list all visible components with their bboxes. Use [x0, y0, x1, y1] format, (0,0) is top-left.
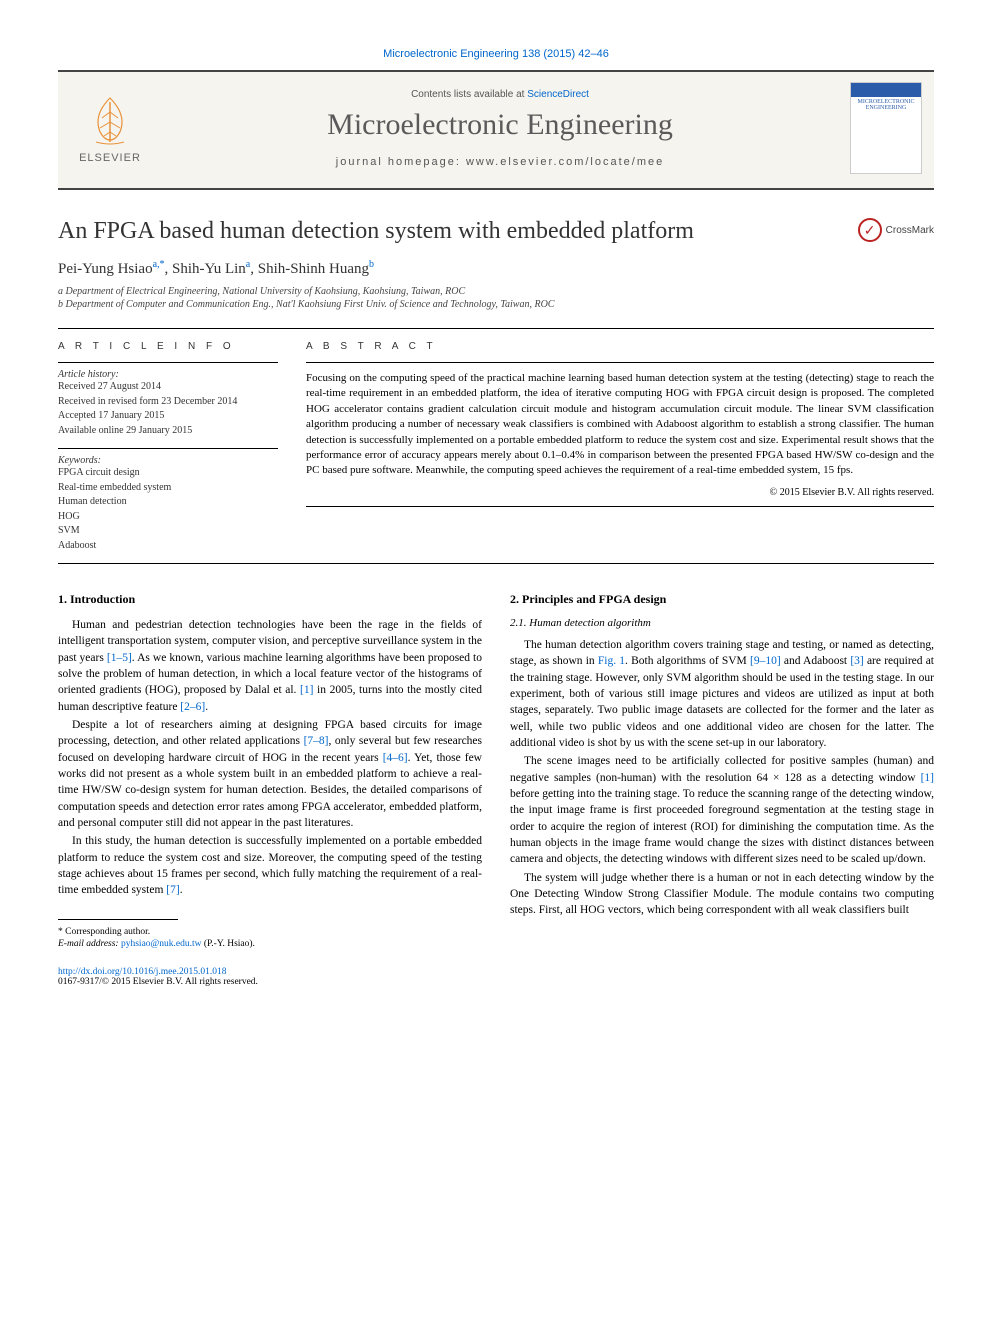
thumb-title: MICROELECTRONIC ENGINEERING — [851, 97, 921, 113]
author-1: Pei-Yung Hsiao — [58, 261, 153, 277]
email-label: E-mail address: — [58, 939, 121, 949]
authors-line: Pei-Yung Hsiaoa,*, Shih-Yu Lina, Shih-Sh… — [58, 259, 934, 278]
s1-p3-b: . — [180, 884, 183, 896]
email-link[interactable]: pyhsiao@nuk.edu.tw — [121, 939, 202, 949]
top-citation: Microelectronic Engineering 138 (2015) 4… — [58, 48, 934, 60]
s2-p2: The scene images need to be artificially… — [510, 753, 934, 867]
crossmark-badge[interactable]: ✓ CrossMark — [858, 218, 934, 242]
abs-divider — [306, 362, 934, 363]
section-2-1-head: 2.1. Human detection algorithm — [510, 617, 934, 629]
journal-name: Microelectronic Engineering — [150, 108, 850, 142]
affiliation-a: a Department of Electrical Engineering, … — [58, 286, 934, 297]
keyword-4: SVM — [58, 524, 278, 539]
sep1: , — [165, 261, 173, 277]
abstract-text: Focusing on the computing speed of the p… — [306, 371, 934, 479]
s2-p1-b: . Both algorithms of SVM — [625, 655, 750, 667]
body-columns: 1. Introduction Human and pedestrian det… — [58, 592, 934, 987]
author-3-sup: b — [369, 259, 374, 270]
page-root: Microelectronic Engineering 138 (2015) 4… — [0, 0, 992, 1027]
crossmark-label: CrossMark — [886, 225, 934, 236]
online-line: Available online 29 January 2015 — [58, 424, 278, 439]
abstract-heading: A B S T R A C T — [306, 341, 934, 352]
title-row: An FPGA based human detection system wit… — [58, 218, 934, 259]
sep2: , — [250, 261, 258, 277]
affiliation-b: b Department of Computer and Communicati… — [58, 299, 934, 310]
abs-divider-bottom — [306, 506, 934, 507]
abstract-column: A B S T R A C T Focusing on the computin… — [306, 341, 934, 553]
fig-1-ref[interactable]: Fig. 1 — [598, 655, 625, 667]
info-divider-2 — [58, 448, 278, 449]
s1-p3: In this study, the human detection is su… — [58, 833, 482, 898]
abstract-copyright: © 2015 Elsevier B.V. All rights reserved… — [306, 487, 934, 498]
keyword-0: FPGA circuit design — [58, 466, 278, 481]
doi-block: http://dx.doi.org/10.1016/j.mee.2015.01.… — [58, 967, 482, 987]
ref-1[interactable]: [1] — [300, 684, 313, 696]
ref-4-6[interactable]: [4–6] — [383, 752, 408, 764]
email-line: E-mail address: pyhsiao@nuk.edu.tw (P.-Y… — [58, 938, 482, 951]
thumb-bar — [851, 83, 921, 97]
divider-1 — [58, 328, 934, 329]
ref-1b[interactable]: [1] — [921, 772, 934, 784]
info-divider-1 — [58, 362, 278, 363]
article-info-heading: A R T I C L E I N F O — [58, 341, 278, 352]
crossmark-icon: ✓ — [858, 218, 882, 242]
s2-p1-d: are required at the training stage. Howe… — [510, 655, 934, 749]
received-line: Received 27 August 2014 — [58, 380, 278, 395]
s1-p1-d: . — [205, 701, 208, 713]
publisher-name: ELSEVIER — [79, 152, 141, 164]
ref-7-8[interactable]: [7–8] — [304, 735, 329, 747]
s1-p2: Despite a lot of researchers aiming at d… — [58, 717, 482, 831]
journal-banner: ELSEVIER Contents lists available at Sci… — [58, 70, 934, 190]
journal-homepage-line: journal homepage: www.elsevier.com/locat… — [150, 156, 850, 168]
article-title: An FPGA based human detection system wit… — [58, 218, 858, 245]
issn-copyright: 0167-9317/© 2015 Elsevier B.V. All right… — [58, 977, 258, 987]
ref-3[interactable]: [3] — [850, 655, 863, 667]
author-2: Shih-Yu Lin — [172, 261, 246, 277]
article-history-head: Article history: — [58, 369, 278, 380]
keyword-3: HOG — [58, 510, 278, 525]
ref-2-6[interactable]: [2–6] — [180, 701, 205, 713]
section-1-head: 1. Introduction — [58, 592, 482, 607]
s2-p1-c: and Adaboost — [781, 655, 851, 667]
s1-p3-a: In this study, the human detection is su… — [58, 835, 482, 896]
sciencedirect-link[interactable]: ScienceDirect — [527, 89, 589, 100]
divider-2 — [58, 563, 934, 564]
homepage-url: www.elsevier.com/locate/mee — [466, 156, 664, 168]
accepted-line: Accepted 17 January 2015 — [58, 409, 278, 424]
banner-center: Contents lists available at ScienceDirec… — [150, 89, 850, 168]
section-2-head: 2. Principles and FPGA design — [510, 592, 934, 607]
ref-1-5[interactable]: [1–5] — [107, 652, 132, 664]
ref-7[interactable]: [7] — [166, 884, 179, 896]
contents-available-line: Contents lists available at ScienceDirec… — [150, 89, 850, 100]
s2-p3: The system will judge whether there is a… — [510, 870, 934, 919]
publisher-logo-block: ELSEVIER — [70, 92, 150, 164]
homepage-prefix: journal homepage: — [336, 156, 466, 168]
s2-p1: The human detection algorithm covers tra… — [510, 637, 934, 751]
email-suffix: (P.-Y. Hsiao). — [202, 939, 255, 949]
keyword-1: Real-time embedded system — [58, 481, 278, 496]
keyword-2: Human detection — [58, 495, 278, 510]
s2-p2-b: before getting into the training stage. … — [510, 788, 934, 865]
ref-9-10[interactable]: [9–10] — [750, 655, 781, 667]
revised-line: Received in revised form 23 December 201… — [58, 395, 278, 410]
right-column: 2. Principles and FPGA design 2.1. Human… — [510, 592, 934, 987]
journal-cover-thumbnail: MICROELECTRONIC ENGINEERING — [850, 82, 922, 174]
s1-p1: Human and pedestrian detection technolog… — [58, 617, 482, 715]
author-1-sup-a: a, — [153, 259, 160, 270]
contents-prefix: Contents lists available at — [411, 89, 527, 100]
keywords-head: Keywords: — [58, 455, 278, 466]
footnote-separator — [58, 919, 178, 920]
s2-p2-a: The scene images need to be artificially… — [510, 755, 934, 783]
corresponding-author: * Corresponding author. — [58, 926, 482, 939]
left-column: 1. Introduction Human and pedestrian det… — [58, 592, 482, 987]
doi-link[interactable]: http://dx.doi.org/10.1016/j.mee.2015.01.… — [58, 967, 226, 977]
elsevier-tree-icon — [82, 92, 138, 148]
author-3: Shih-Shinh Huang — [258, 261, 369, 277]
info-abstract-row: A R T I C L E I N F O Article history: R… — [58, 341, 934, 553]
keyword-5: Adaboost — [58, 539, 278, 554]
article-info-column: A R T I C L E I N F O Article history: R… — [58, 341, 278, 553]
